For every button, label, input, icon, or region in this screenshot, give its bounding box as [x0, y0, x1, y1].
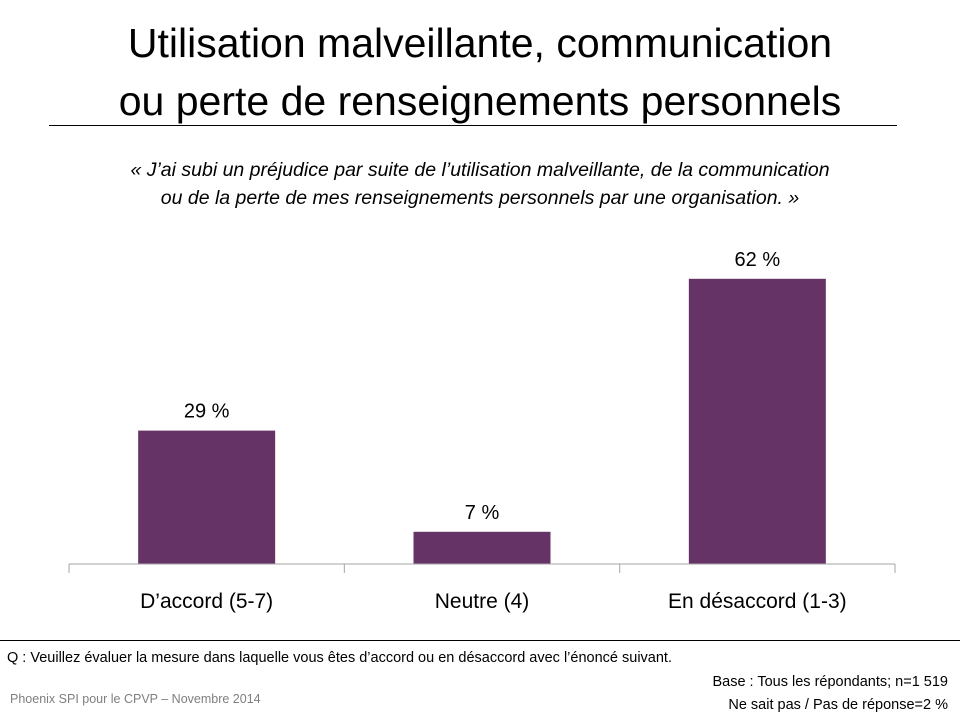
statement-quote: « J’ai subi un préjudice par suite de l’…	[0, 156, 960, 212]
question-text: Q : Veuillez évaluer la mesure dans laqu…	[7, 650, 672, 666]
base-line-1: Base : Tous les répondants; n=1 519	[712, 674, 948, 690]
bar-2	[413, 531, 551, 564]
bar-3	[688, 278, 826, 564]
quote-line-2: ou de la perte de mes renseignements per…	[160, 187, 800, 209]
category-label-1: D’accord (5-7)	[140, 590, 273, 613]
category-label-2: Neutre (4)	[435, 590, 530, 613]
source-credit: Phoenix SPI pour le CPVP – Novembre 2014	[10, 692, 261, 706]
bar-chart: 29 % D’accord (5-7) 7 % Neutre (4) 62 % En dé…	[68, 249, 896, 613]
bar-1	[138, 430, 276, 564]
data-label-3: 62 %	[735, 249, 781, 271]
footer-divider	[0, 640, 960, 641]
title-divider	[49, 125, 897, 126]
title-line-1: Utilisation malveillante, communication	[127, 20, 833, 66]
quote-line-1: « J’ai subi un préjudice par suite de l’…	[130, 159, 830, 181]
base-note: Base : Tous les répondants; n=1 519 Ne s…	[712, 671, 948, 717]
chart-title: Utilisation malveillante, communication …	[0, 14, 960, 130]
base-line-2: Ne sait pas / Pas de réponse=2 %	[728, 697, 948, 713]
title-line-2: ou perte de renseignements personnels	[118, 78, 842, 124]
data-label-1: 29 %	[184, 401, 230, 423]
data-label-2: 7 %	[465, 502, 500, 524]
category-label-3: En désaccord (1-3)	[668, 590, 847, 613]
